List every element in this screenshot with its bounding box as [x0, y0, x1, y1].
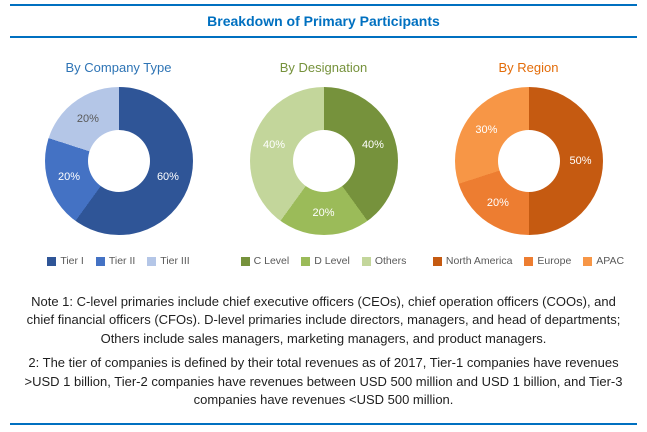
legend-item: Tier I — [47, 255, 84, 267]
figure-title: Breakdown of Primary Participants — [207, 13, 440, 29]
legend-swatch — [147, 256, 157, 266]
legend-label: Tier II — [108, 255, 136, 267]
chart-title-region: By Region — [498, 60, 559, 75]
donut-hole — [292, 130, 355, 192]
slice-label: 60% — [156, 171, 179, 184]
donut-designation: 40% 20% 40% — [249, 87, 398, 235]
top-rule — [10, 4, 637, 6]
slice-label: 20% — [76, 112, 99, 125]
bottom-rule-wrap — [10, 423, 637, 425]
chart-company-type: By Company Type 60% 20% 20% Tier I Tier II T… — [16, 60, 221, 267]
slice-label: 40% — [361, 138, 384, 151]
legend-swatch — [583, 256, 593, 266]
legend-item: North America — [432, 255, 513, 267]
legend-item: Others — [361, 255, 407, 267]
legend-label: Others — [374, 255, 407, 267]
legend-swatch — [301, 256, 311, 266]
note-2: 2: The tier of companies is defined by t… — [24, 355, 623, 408]
title-underline-rule — [10, 36, 637, 38]
chart-title-designation: By Designation — [279, 60, 368, 75]
donut-region: 50% 20% 30% — [454, 87, 603, 235]
legend-label: Tier I — [60, 255, 84, 267]
slice-label: 40% — [263, 138, 286, 151]
donut-company-type: 60% 20% 20% — [44, 87, 193, 235]
legend-label: Tier III — [160, 255, 190, 267]
legend-item: Tier II — [95, 255, 136, 267]
legend-swatch — [47, 256, 57, 266]
slice-label: 20% — [486, 197, 509, 210]
slice-label: 30% — [475, 124, 498, 137]
notes: Note 1: C-level primaries include chief … — [10, 293, 637, 410]
legend-item: D Level — [301, 255, 350, 267]
chart-region: By Region 50% 20% 30% North America Europe A… — [426, 60, 631, 267]
legend-designation: C Level D Level Others — [240, 255, 407, 267]
legend-label: C Level — [253, 255, 290, 267]
charts-row: By Company Type 60% 20% 20% Tier I Tier II T… — [10, 60, 637, 267]
legend-label: APAC — [596, 255, 625, 267]
figure: Breakdown of Primary Participants By Com… — [10, 4, 637, 410]
legend-region: North America Europe APAC — [432, 255, 624, 267]
legend-company-type: Tier I Tier II Tier III — [47, 255, 190, 267]
legend-item: Europe — [524, 255, 571, 267]
donut-hole — [87, 130, 150, 192]
slice-label: 50% — [569, 155, 592, 167]
donut-hole — [497, 130, 560, 192]
legend-label: North America — [445, 255, 513, 267]
slice-label: 20% — [58, 171, 81, 184]
legend-swatch — [361, 256, 371, 266]
legend-item: APAC — [583, 255, 624, 267]
legend-swatch — [524, 256, 534, 266]
legend-item: C Level — [240, 255, 290, 267]
legend-swatch — [240, 256, 250, 266]
chart-title-company-type: By Company Type — [65, 60, 172, 75]
legend-swatch — [432, 256, 442, 266]
legend-swatch — [95, 256, 105, 266]
legend-label: D Level — [314, 255, 350, 267]
chart-designation: By Designation 40% 20% 40% C Level D Level O… — [221, 60, 426, 267]
slice-label: 20% — [312, 207, 335, 219]
legend-label: Europe — [537, 255, 572, 267]
note-1: Note 1: C-level primaries include chief … — [26, 294, 621, 346]
bottom-rule — [10, 423, 637, 425]
legend-item: Tier III — [147, 255, 190, 267]
